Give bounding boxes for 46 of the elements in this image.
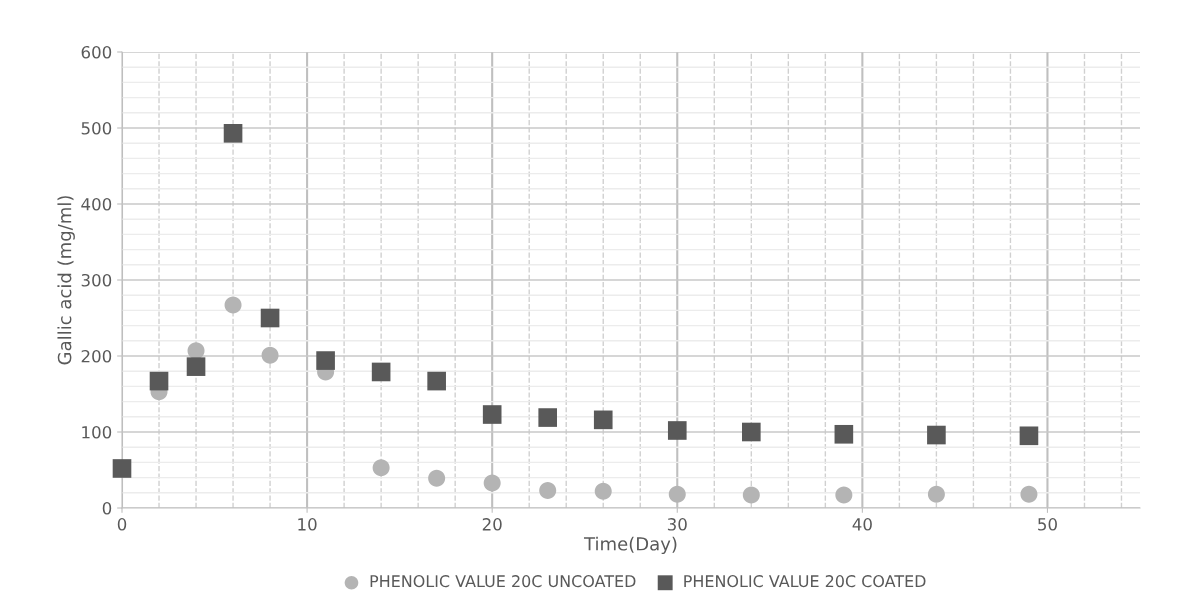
y-tick-label: 0	[102, 501, 112, 515]
point	[371, 362, 391, 382]
point	[316, 351, 335, 370]
y-tick-label: 600	[81, 45, 112, 59]
point	[224, 296, 242, 314]
x-tick-label: 30	[667, 518, 687, 531]
x-tick-label: 10	[298, 518, 317, 531]
point	[593, 410, 613, 430]
point	[149, 371, 169, 391]
point	[482, 405, 502, 424]
point	[1020, 485, 1038, 503]
point	[742, 486, 760, 504]
y-tick-label: 500	[81, 121, 112, 135]
point	[927, 485, 945, 503]
point	[539, 482, 557, 500]
x-axis-title: Time(Day)	[583, 536, 677, 555]
point	[927, 425, 946, 445]
point	[741, 422, 761, 442]
point	[187, 342, 205, 360]
point	[594, 482, 612, 500]
point	[223, 124, 243, 143]
point	[428, 469, 446, 487]
point	[186, 357, 206, 376]
y-tick-label: 300	[81, 273, 112, 287]
point	[112, 459, 132, 478]
y-axis-title: Gallic acid (mg/ml)	[57, 196, 75, 365]
point	[372, 459, 390, 477]
point	[261, 346, 279, 364]
point	[834, 424, 854, 444]
x-tick-label: 40	[852, 518, 872, 531]
x-tick-label: 50	[1038, 518, 1057, 531]
y-tick-label: 200	[81, 349, 112, 363]
x-tick-label: 0	[117, 518, 127, 531]
y-tick-label: 400	[81, 197, 112, 211]
y-tick-label: 100	[82, 425, 112, 439]
point	[1019, 426, 1039, 446]
point	[667, 421, 687, 440]
x-tick-label: 20	[482, 518, 502, 531]
point	[483, 474, 501, 492]
point	[668, 485, 686, 503]
point	[835, 486, 853, 504]
point	[260, 308, 280, 328]
point	[538, 408, 558, 427]
legend-label: PHENOLIC VALUE 20C UNCOATED	[370, 575, 636, 588]
legend-label: PHENOLIC VALUE 20C COATED	[684, 575, 926, 588]
point	[427, 371, 446, 391]
